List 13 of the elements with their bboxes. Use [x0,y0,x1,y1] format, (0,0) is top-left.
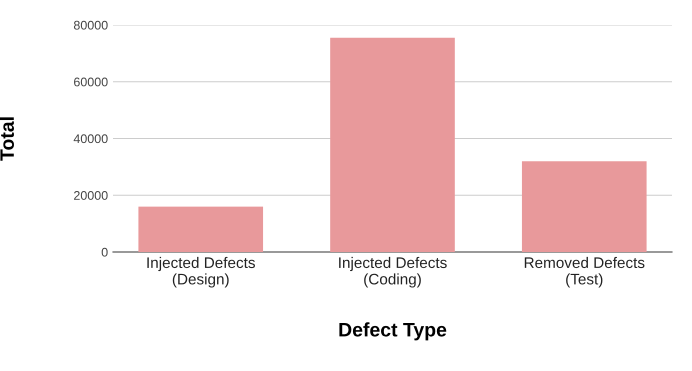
x-axis-title: Defect Type [339,322,446,340]
y-tick-label: 60000 [74,78,108,86]
y-axis-title: Total [0,117,14,161]
x-tick-label: Injected Defects (Coding) [339,256,447,288]
bar [522,161,647,252]
y-tick-label: 0 [102,248,108,257]
y-tick-label: 40000 [74,134,108,144]
bar [138,206,264,252]
y-tick-label: 80000 [74,20,108,30]
x-tick-label: Removed Defects (Test) [524,256,644,288]
bar [330,38,455,252]
x-tick-label: Injected Defects (Design) [147,256,255,288]
y-tick-label: 20000 [74,191,108,200]
